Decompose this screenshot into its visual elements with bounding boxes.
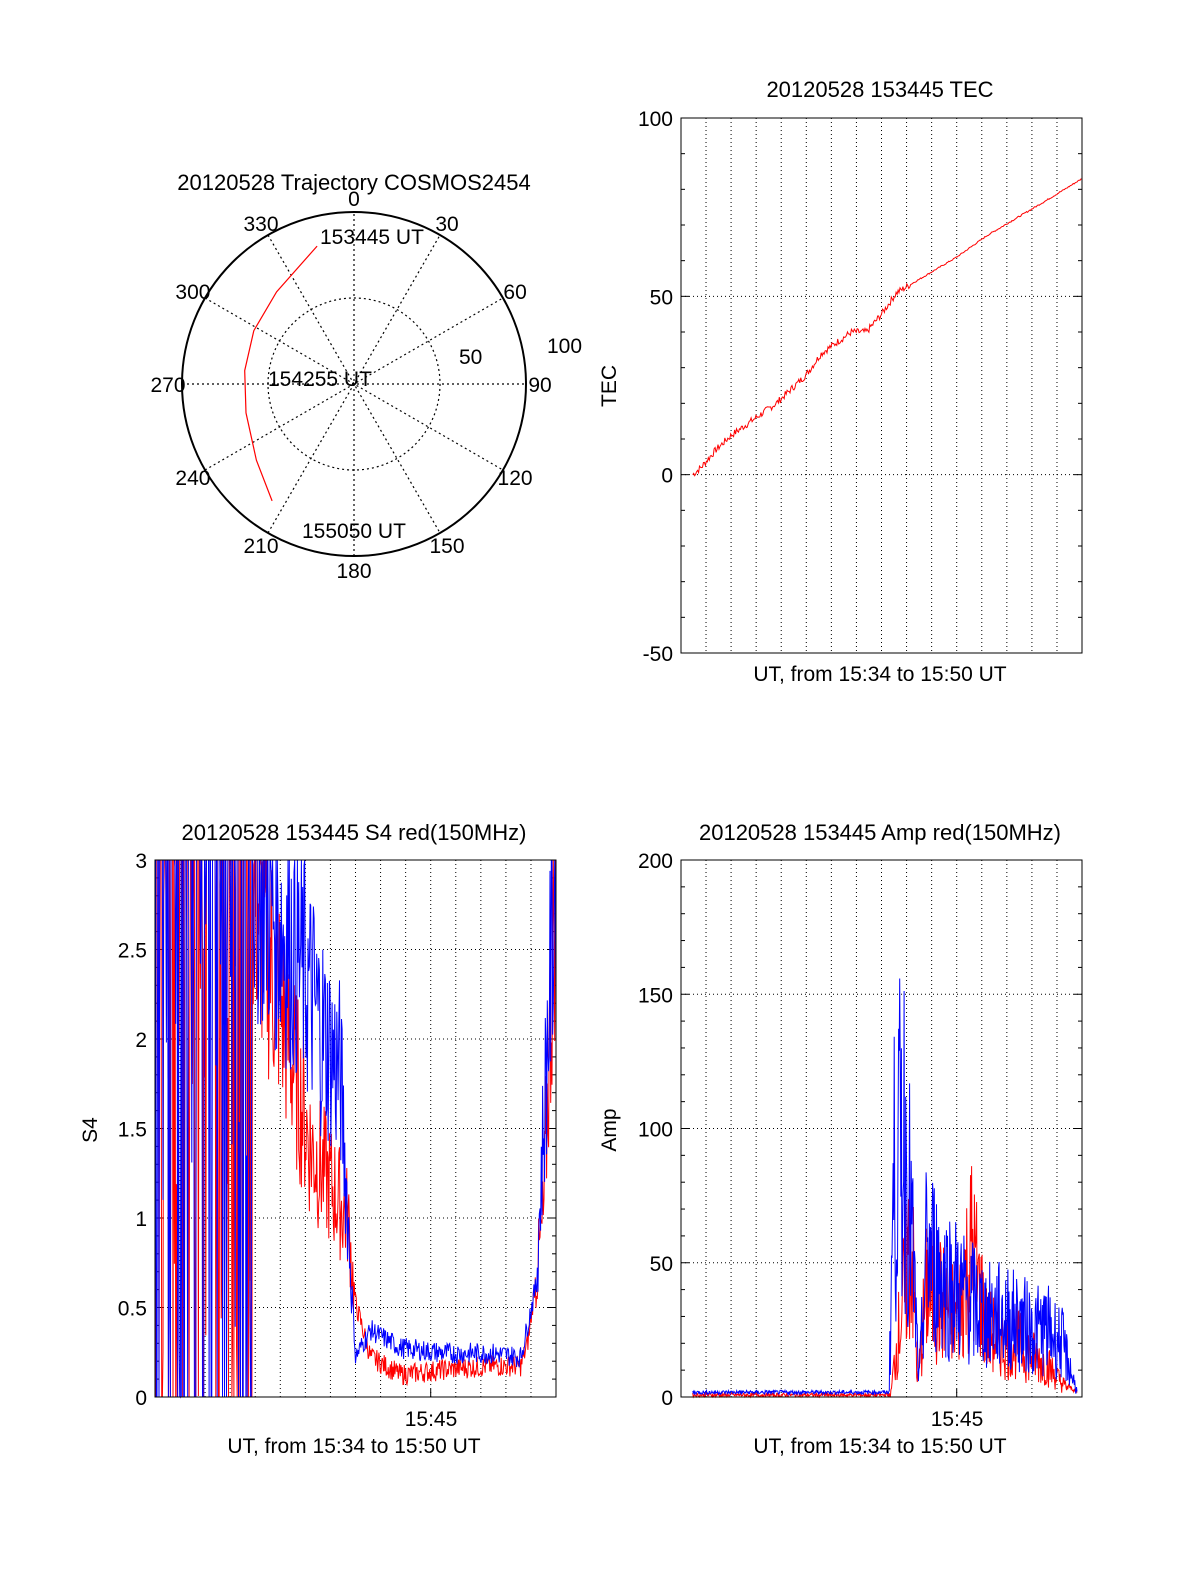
annotation-mid-time: 154255 UT <box>268 368 372 391</box>
s4-x-tick-label: 15:45 <box>405 1408 458 1431</box>
polar-grid <box>181 211 527 557</box>
tec-plot-frame <box>680 117 1083 654</box>
amp-y-tick-label: 150 <box>638 984 673 1007</box>
tec-chart-title: 20120528 153445 TEC <box>766 77 993 102</box>
s4-y-tick-label: 2 <box>135 1029 147 1052</box>
polar-angle-label: 300 <box>175 281 210 304</box>
polar-series <box>244 245 318 502</box>
s4-y-tick-label: 0 <box>135 1387 147 1410</box>
s4-y-ticks: 3 2.5 2 1.5 1 0.5 0 <box>118 850 432 1410</box>
polar-radial-label: 50 <box>459 346 482 369</box>
amp-grid <box>681 859 1082 1398</box>
tec-y-tick-label: 0 <box>661 465 673 488</box>
amp-plot-frame <box>680 859 1083 1398</box>
amp-chart: 20120528 153445 Amp red(150MHz) 200 150 10… <box>598 820 1083 1458</box>
polar-angle-label: 210 <box>243 535 278 558</box>
amp-y-tick-label: 0 <box>661 1387 673 1410</box>
polar-trajectory-chart: 20120528 Trajectory COSMOS2454 0 30 60 90 12… <box>150 170 582 583</box>
s4-y-tick-label: 3 <box>135 850 147 873</box>
s4-chart-title: 20120528 153445 S4 red(150MHz) <box>182 820 527 845</box>
tec-series-line <box>692 178 1083 477</box>
tec-series <box>692 178 1083 477</box>
polar-inner-circle <box>267 297 441 471</box>
polar-angle-label: 120 <box>498 467 533 490</box>
amp-x-tick-label: 15:45 <box>931 1408 984 1431</box>
s4-y-tick-label: 1 <box>135 1208 147 1231</box>
amp-chart-title: 20120528 153445 Amp red(150MHz) <box>699 820 1061 845</box>
tec-y-axis-label: TEC <box>598 365 621 407</box>
amp-y-tick-label: 200 <box>638 850 673 873</box>
polar-angle-label: 180 <box>336 560 371 583</box>
s4-y-tick-label: 2.5 <box>118 940 147 963</box>
polar-angle-label: 270 <box>150 374 185 397</box>
polar-angle-label: 30 <box>435 213 458 236</box>
annotation-end-time: 155050 UT <box>302 520 406 543</box>
amp-y-ticks: 200 150 100 50 0 <box>638 850 958 1410</box>
s4-y-tick-label: 0.5 <box>118 1298 147 1321</box>
s4-y-tick-label: 1.5 <box>118 1119 147 1142</box>
amp-blue-series-line <box>692 978 1078 1397</box>
s4-chart: 20120528 153445 S4 red(150MHz) 3 2.5 2 1.5 1… <box>79 820 557 1458</box>
tec-y-ticks: 100 50 0 -50 <box>638 108 673 666</box>
polar-angle-label: 90 <box>528 374 551 397</box>
tec-x-axis-label: UT, from 15:34 to 15:50 UT <box>753 663 1006 686</box>
tec-y-tick-label: 100 <box>638 108 673 131</box>
amp-y-tick-label: 100 <box>638 1119 673 1142</box>
polar-angle-label: 60 <box>503 281 526 304</box>
s4-plot-frame <box>154 859 557 1398</box>
polar-chart-title: 20120528 Trajectory COSMOS2454 <box>177 170 530 195</box>
s4-x-axis-label: UT, from 15:34 to 15:50 UT <box>227 1435 480 1458</box>
tec-y-tick-label: 50 <box>650 286 673 309</box>
polar-angle-label: 330 <box>243 213 278 236</box>
polar-angle-labels: 0 30 60 90 120 150 180 210 240 270 300 330 <box>150 188 551 583</box>
polar-angle-label: 0 <box>348 188 360 211</box>
tec-chart: 20120528 153445 TEC 100 50 0 -50 UT, from 1… <box>598 77 1083 686</box>
polar-radial-label: 100 <box>547 335 582 358</box>
polar-angle-label: 150 <box>429 535 464 558</box>
polar-angle-label: 240 <box>175 467 210 490</box>
annotation-start-time: 153445 UT <box>320 226 424 249</box>
s4-y-axis-label: S4 <box>79 1117 102 1143</box>
polar-spoke <box>267 234 441 534</box>
polar-radial-labels: 50 100 <box>459 335 582 369</box>
polar-trajectory-line <box>244 245 318 502</box>
amp-x-axis-label: UT, from 15:34 to 15:50 UT <box>753 1435 1006 1458</box>
amp-y-axis-label: Amp <box>598 1108 621 1151</box>
polar-annotations: 153445 UT 154255 UT 155050 UT <box>268 226 424 543</box>
amp-y-tick-label: 50 <box>650 1253 673 1276</box>
tec-y-tick-label: -50 <box>643 643 673 666</box>
